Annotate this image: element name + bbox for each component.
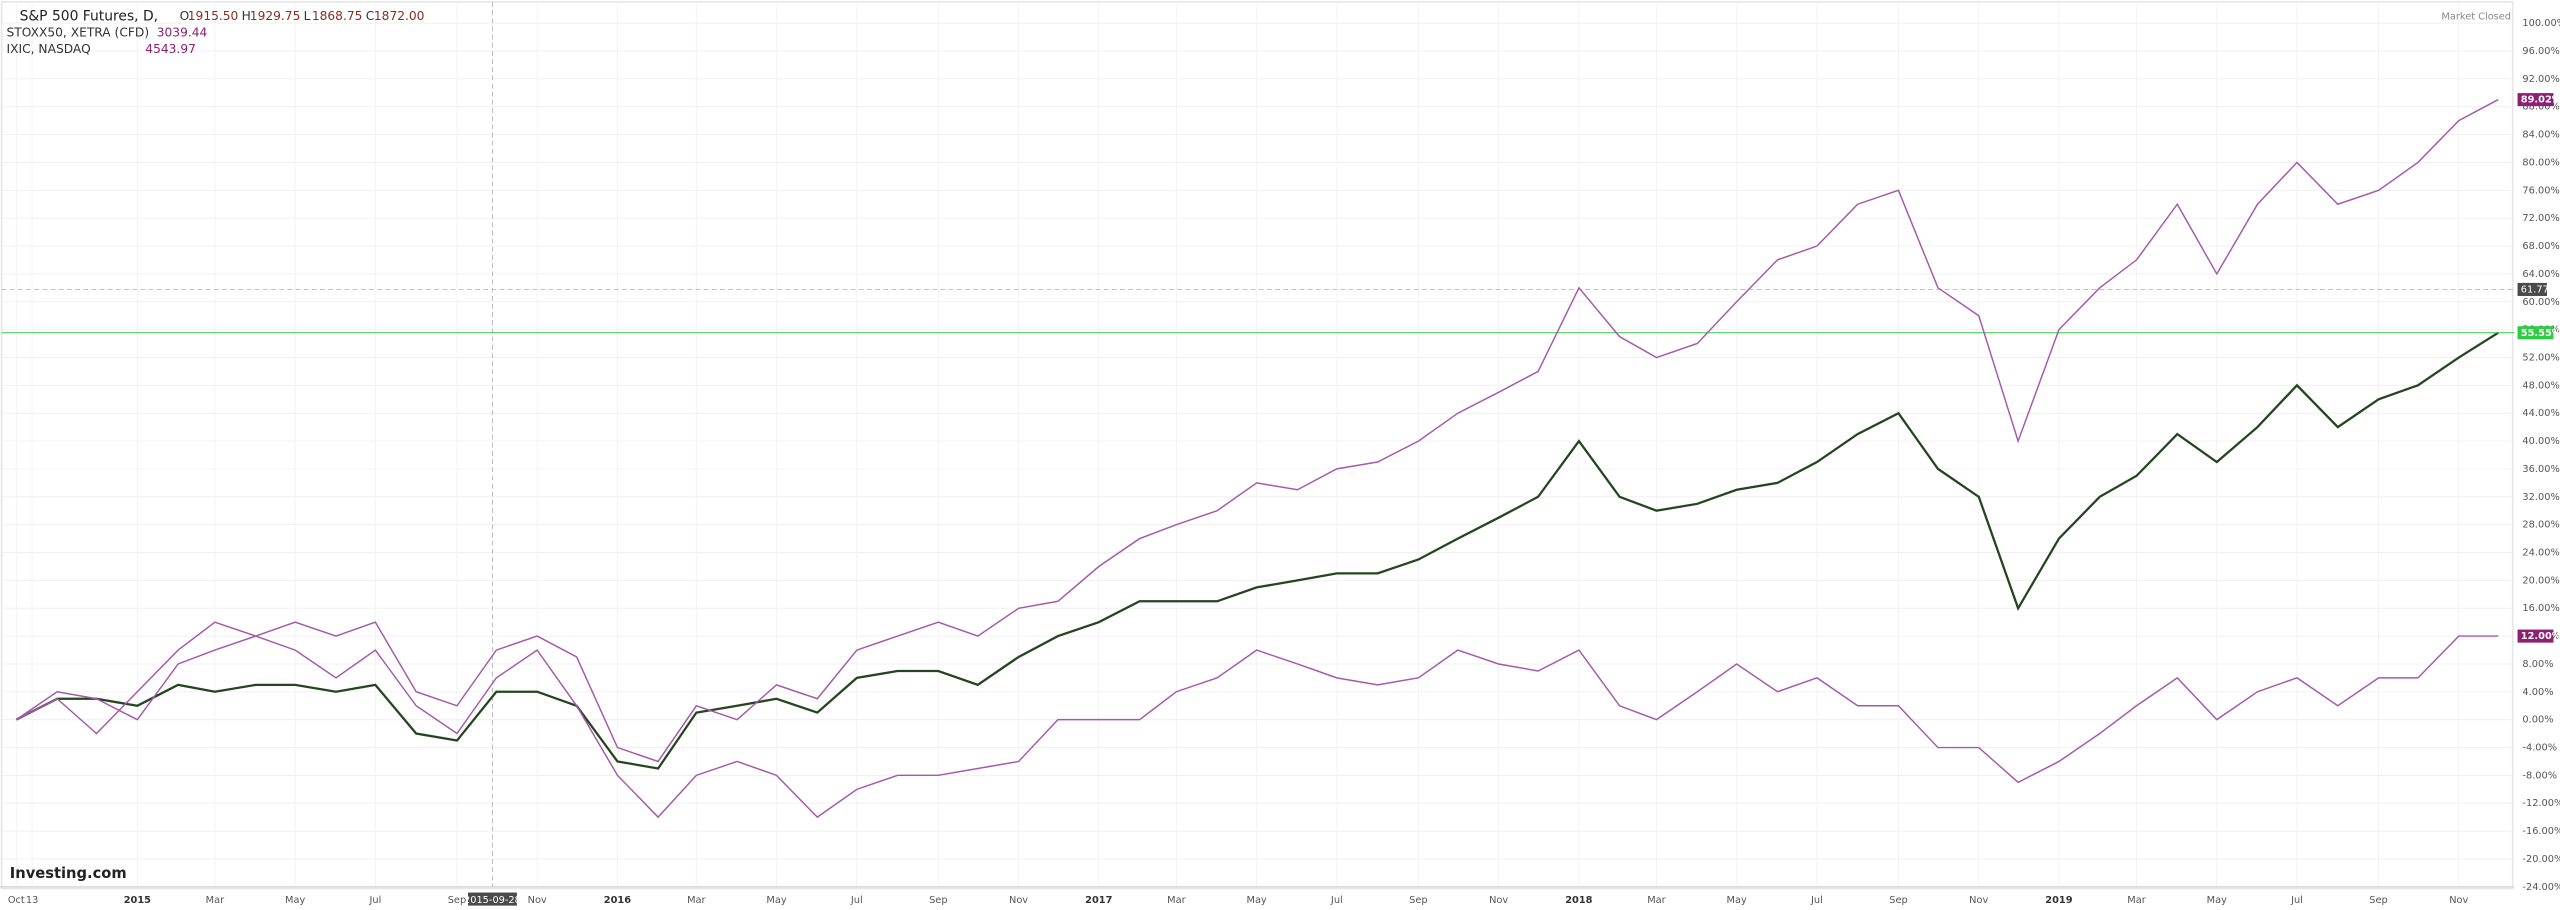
last-value-label: 55.55%	[2521, 328, 2560, 339]
plot-frame	[0, 1, 2514, 890]
ohlc-key: O	[180, 9, 190, 23]
x-tick-label: Oct	[8, 895, 25, 906]
x-tick-label: Sep	[929, 895, 947, 906]
y-tick-label: 96.00%	[2522, 46, 2559, 57]
x-tick-label: Mar	[2127, 895, 2146, 906]
y-tick-label: -16.00%	[2522, 826, 2560, 837]
x-tick-label: 2016	[604, 895, 631, 906]
x-tick-label: 2017	[1085, 895, 1112, 906]
series-line	[15, 621, 2499, 819]
compare-value: 3039.44	[157, 25, 208, 39]
series-line	[15, 331, 2499, 770]
x-tick-label: Mar	[1167, 895, 1186, 906]
last-value-box	[2517, 629, 2554, 643]
y-tick-label: 68.00%	[2522, 241, 2559, 252]
y-tick-label: 100.00%	[2522, 18, 2560, 29]
x-tick-label: Nov	[1009, 895, 1028, 906]
x-tick-label: 2019	[2045, 895, 2072, 906]
last-value-label: 89.02%	[2521, 95, 2560, 106]
y-tick-label: 8.00%	[2522, 659, 2553, 670]
market-status: Market Closed	[2441, 12, 2511, 23]
crosshair-y-box	[2517, 282, 2547, 296]
x-tick-label: Mar	[206, 895, 225, 906]
x-tick-label: Sep	[448, 895, 466, 906]
y-tick-label: 92.00%	[2522, 74, 2559, 85]
x-tick-label: Jul	[1810, 895, 1823, 906]
x-tick-label: Sep	[1889, 895, 1907, 906]
y-tick-label: 76.00%	[2522, 185, 2559, 196]
y-tick-label: 40.00%	[2522, 436, 2559, 447]
x-tick-label: Jul	[850, 895, 863, 906]
compare-name: STOXX50, XETRA (CFD)	[7, 25, 150, 39]
y-tick-label: 24.00%	[2522, 548, 2559, 559]
y-tick-label: 84.00%	[2522, 130, 2559, 141]
x-tick-label: Mar	[687, 895, 706, 906]
axis: -24.00% -20.00% -16.00% -12.00% -8.00% -4.00%…	[0, 18, 2560, 906]
crosshair-x-box	[467, 892, 517, 906]
compare-name: IXIC, NASDAQ	[7, 42, 91, 56]
x-tick-label: Jul	[368, 895, 381, 906]
x-tick-label: May	[2207, 895, 2227, 906]
x-tick-label: 2015	[124, 895, 151, 906]
ohlc-key: L	[304, 9, 311, 23]
crosshair-x-label: 2015-09-28	[464, 895, 521, 906]
x-tick-label: May	[766, 895, 786, 906]
x-tick-label: May	[285, 895, 305, 906]
y-tick-label: -8.00%	[2522, 770, 2557, 781]
x-tick-label: 13	[26, 895, 38, 906]
y-tick-label: 0.00%	[2522, 715, 2553, 726]
y-tick-label: 36.00%	[2522, 464, 2559, 475]
y-tick-label: 44.00%	[2522, 408, 2559, 419]
y-tick-label: 28.00%	[2522, 520, 2559, 531]
ohlc-key: C	[366, 9, 375, 23]
x-tick-label: Sep	[2369, 895, 2387, 906]
x-tick-label: Sep	[1409, 895, 1427, 906]
y-tick-label: 52.00%	[2522, 352, 2559, 363]
y-tick-label: 20.00%	[2522, 575, 2559, 586]
ohlc-key: H	[242, 9, 251, 23]
y-tick-label: 32.00%	[2522, 492, 2559, 503]
x-tick-label: Nov	[2449, 895, 2468, 906]
y-tick-label: 64.00%	[2522, 269, 2559, 280]
symbol-title: S&P 500 Futures, D,	[20, 9, 158, 25]
plot	[1, 1, 2515, 887]
crosshair-y-label: 61.77	[2521, 284, 2549, 295]
x-tick-label: Nov	[1969, 895, 1988, 906]
y-tick-label: -4.00%	[2522, 743, 2557, 754]
grid	[1, 1, 2515, 888]
x-tick-label: Nov	[1489, 895, 1508, 906]
y-tick-label: 48.00%	[2522, 380, 2559, 391]
x-tick-label: May	[1247, 895, 1267, 906]
last-value-label: 12.00%	[2521, 631, 2560, 642]
series-line	[15, 98, 2499, 763]
compare-value: 4543.97	[145, 42, 196, 56]
last-value-box	[2517, 93, 2554, 107]
x-tick-label: 2018	[1565, 895, 1592, 906]
y-tick-label: 72.00%	[2522, 213, 2559, 224]
y-tick-label: 80.00%	[2522, 157, 2559, 168]
x-tick-label: Jul	[2290, 895, 2303, 906]
x-tick-label: Jul	[1330, 895, 1343, 906]
x-tick-label: Mar	[1647, 895, 1666, 906]
y-tick-label: -12.00%	[2522, 798, 2560, 809]
ohlc-value: 1872.00	[374, 9, 425, 23]
ohlc-value: 1868.75	[312, 9, 363, 23]
y-tick-label: -20.00%	[2522, 854, 2560, 865]
x-tick-label: May	[1727, 895, 1747, 906]
ohlc-value: 1915.50	[188, 9, 239, 23]
y-tick-label: 16.00%	[2522, 603, 2559, 614]
y-tick-label: -24.00%	[2522, 882, 2560, 893]
y-tick-label: 88.00%	[2522, 102, 2559, 113]
last-value-box	[2517, 326, 2554, 340]
x-tick-label: Nov	[528, 895, 547, 906]
y-tick-label: 4.00%	[2522, 687, 2553, 698]
ohlc-value: 1929.75	[250, 9, 301, 23]
brand: Investing.com	[10, 865, 127, 882]
y-tick-label: 60.00%	[2522, 297, 2559, 308]
